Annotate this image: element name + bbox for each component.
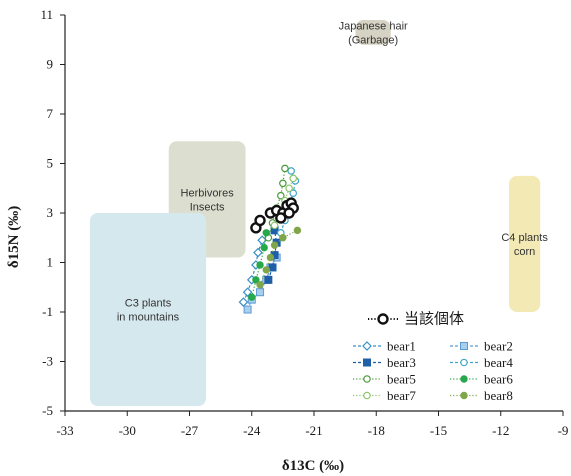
data-point <box>279 179 287 188</box>
legend-label: bear8 <box>484 388 513 403</box>
data-point <box>289 189 298 198</box>
y-tick-label: 1 <box>47 255 54 270</box>
legend-entry-bear3: bear3 <box>353 355 416 370</box>
axes-layer: -33 -30 -27 -24 -21 -18 -15 -12 -9 -5 -3 -1 1 3 5 7 9 11 <box>40 7 568 438</box>
y-tick-label: 11 <box>40 7 53 22</box>
data-point <box>262 266 270 274</box>
data-point <box>243 305 252 314</box>
region-japanese-hair <box>355 19 391 45</box>
series-当該個体 <box>250 197 299 234</box>
x-tick-label: -30 <box>119 423 136 438</box>
data-point <box>279 234 287 242</box>
series-layer <box>238 164 302 314</box>
data-point <box>281 164 289 173</box>
legend-label: bear1 <box>387 339 416 354</box>
region-label-herbivores-insects: Insects <box>190 201 225 213</box>
region-label-c4-plants: corn <box>514 246 535 258</box>
x-tick-label: -18 <box>368 423 385 438</box>
region-c4-plants <box>509 175 541 312</box>
data-point <box>260 243 268 252</box>
legend-marker <box>460 391 468 400</box>
data-point <box>270 241 279 249</box>
legend-label: bear4 <box>484 355 513 370</box>
data-point <box>264 275 273 284</box>
region-label-c4-plants: C4 plants <box>501 232 548 244</box>
legend-entry-bear6: bear6 <box>450 372 513 387</box>
data-point <box>252 276 260 284</box>
region-label-c3-plants: in mountains <box>117 312 180 324</box>
data-point <box>248 293 256 301</box>
x-tick-label: -21 <box>305 423 322 438</box>
legend-label: bear2 <box>484 339 513 354</box>
region-label-japanese-hair: (Garbage) <box>348 34 398 46</box>
legend-marker <box>460 342 468 350</box>
legend-marker <box>377 313 389 325</box>
region-label-c3-plants: C3 plants <box>125 298 172 310</box>
data-point <box>287 167 295 175</box>
y-tick-label: 9 <box>47 57 54 72</box>
legend-marker <box>363 391 371 400</box>
x-tick-label: -33 <box>56 423 73 438</box>
data-point <box>293 226 302 235</box>
legend-entry-bear5: bear5 <box>353 372 416 387</box>
data-point <box>254 214 266 227</box>
x-tick-label: -12 <box>492 423 509 438</box>
legend-label: bear6 <box>484 372 513 387</box>
region-label-japanese-hair: Japanese hair <box>339 20 408 32</box>
data-point <box>256 281 264 289</box>
legend-entry-bear1: bear1 <box>353 339 416 354</box>
legend-entry-bear2: bear2 <box>450 339 513 354</box>
legend-label: 当該個体 <box>404 311 464 328</box>
data-point <box>275 212 287 224</box>
x-tick-label: -27 <box>181 423 199 438</box>
legend-entry-当該個体: 当該個体 <box>368 311 464 328</box>
data-point <box>238 297 249 307</box>
x-tick-label: -9 <box>558 423 569 438</box>
legend-entry-bear4: bear4 <box>450 355 513 370</box>
y-tick-label: -1 <box>42 304 53 319</box>
legend-label: bear7 <box>387 388 416 403</box>
data-point <box>276 191 285 200</box>
data-point <box>266 253 275 262</box>
data-point <box>253 247 263 258</box>
data-point <box>268 263 277 272</box>
data-point <box>270 221 279 230</box>
data-point <box>289 174 298 183</box>
y-tick-label: 3 <box>47 205 54 220</box>
legend-marker <box>363 375 371 383</box>
legend-marker <box>460 375 468 383</box>
legend-entry-bear8: bear8 <box>450 388 513 403</box>
legend-marker <box>363 358 371 367</box>
series-bear8 <box>256 226 302 289</box>
y-tick-label: 7 <box>47 106 54 121</box>
y-axis-title: δ15N (‰) <box>6 206 22 268</box>
y-tick-label: -5 <box>42 403 53 418</box>
x-tick-label: -24 <box>243 423 261 438</box>
legend: 当該個体 bear1 bear2 bear3 bear4 bear5 bear6 bear7 b… <box>353 311 513 403</box>
data-point <box>285 184 293 193</box>
region-label-herbivores-insects: Herbivores <box>181 187 235 199</box>
region-c3-plants <box>89 213 207 407</box>
regions-layer: Japanese hair (Garbage) Herbivores Insects C… <box>89 19 548 407</box>
data-point <box>256 288 265 297</box>
data-point <box>262 229 270 237</box>
data-point <box>283 207 295 219</box>
x-tick-label: -15 <box>430 423 447 438</box>
legend-label: bear3 <box>387 355 416 370</box>
legend-marker <box>460 358 468 367</box>
series-line <box>242 240 263 303</box>
series-bear6 <box>248 229 270 301</box>
legend-marker <box>362 341 372 351</box>
y-tick-label: -3 <box>42 354 53 369</box>
y-tick-label: 5 <box>47 156 54 171</box>
legend-label: bear5 <box>387 372 416 387</box>
x-axis-title: δ13C (‰) <box>282 458 344 474</box>
legend-entry-bear7: bear7 <box>353 388 416 403</box>
data-point <box>256 261 264 269</box>
